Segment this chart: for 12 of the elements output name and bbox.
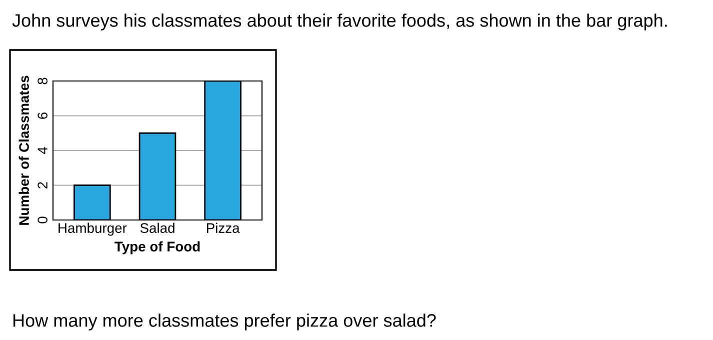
y-tick-label: 0: [38, 216, 48, 224]
y-tick-label: 4: [38, 147, 48, 154]
y-tick-label: 6: [38, 112, 48, 119]
x-axis-title: Type of Food: [114, 241, 200, 254]
x-tick-label: Hamburger: [58, 222, 127, 236]
y-tick-label: 8: [38, 78, 48, 84]
x-tick-label: Pizza: [206, 222, 240, 233]
text: How many more classmates prefer pizza over salad?: [13, 314, 436, 330]
text: John surveys his classmates about their favorite foods, as shown in the bar graph.: [12, 14, 667, 30]
y-tick-label: 2: [38, 182, 48, 188]
y-axis-title: Number of Classmates: [18, 76, 29, 225]
x-tick-label: Salad: [140, 222, 174, 233]
